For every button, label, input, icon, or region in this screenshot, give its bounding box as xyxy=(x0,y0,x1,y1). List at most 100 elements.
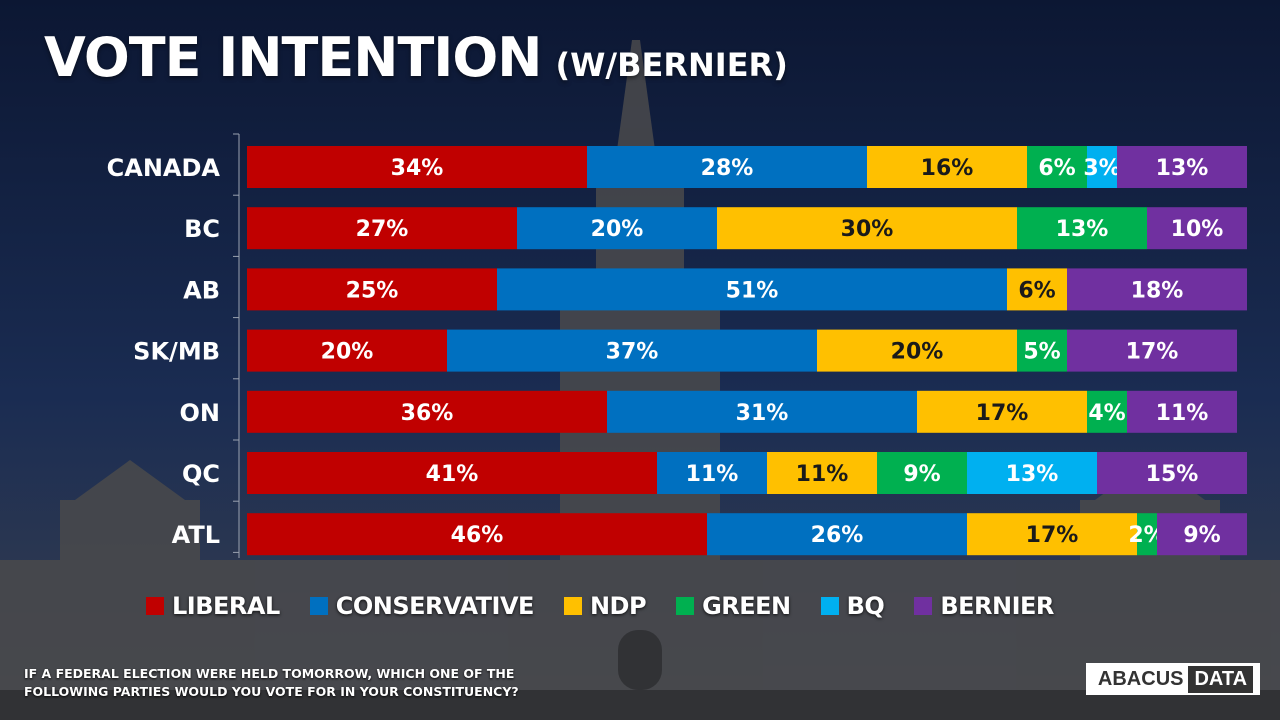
data-label: 6% xyxy=(1038,156,1075,181)
legend-swatch xyxy=(676,597,695,615)
data-label: 17% xyxy=(1026,523,1079,548)
bar-segment-liberal xyxy=(247,207,517,250)
data-label: 5% xyxy=(1023,340,1060,365)
bar-segment-ndp xyxy=(817,329,1017,372)
legend-item-green: GREEN xyxy=(676,592,791,620)
legend-item-liberal: LIBERAL xyxy=(146,592,280,620)
category-label: SK/MB xyxy=(133,338,220,366)
data-label: 13% xyxy=(1056,217,1109,242)
bar-segment-liberal xyxy=(247,268,497,311)
bar-segment-conservative xyxy=(657,452,767,494)
bar-segment-conservative xyxy=(497,268,1007,311)
legend-label: LIBERAL xyxy=(172,592,280,620)
bar-segment-ndp xyxy=(867,146,1027,188)
bar-segment-liberal xyxy=(247,329,447,372)
data-label: 26% xyxy=(811,523,864,548)
data-label: 41% xyxy=(426,462,479,487)
data-label: 11% xyxy=(796,462,849,487)
abacus-data-logo: ABACUS DATA xyxy=(1086,663,1260,695)
category-label: QC xyxy=(182,460,220,488)
data-label: 20% xyxy=(321,340,374,365)
bar-segment-conservative xyxy=(607,390,917,433)
legend: LIBERAL CONSERVATIVE NDP GREEN BQ BERNIER xyxy=(146,588,1084,624)
legend-label: CONSERVATIVE xyxy=(335,592,535,620)
bar-segment-green xyxy=(877,452,967,494)
data-label: 4% xyxy=(1088,401,1125,426)
bar-segment-ndp xyxy=(717,207,1017,250)
data-label: 31% xyxy=(736,401,789,426)
data-label: 9% xyxy=(903,462,940,487)
data-label: 20% xyxy=(591,217,644,242)
legend-label: GREEN xyxy=(702,592,791,620)
data-label: 20% xyxy=(891,340,944,365)
bar-segment-liberal xyxy=(247,513,707,556)
bar-segment-ndp xyxy=(767,452,877,494)
bar-segment-green xyxy=(1017,207,1147,250)
bar-segment-ndp xyxy=(917,390,1087,433)
legend-item-bq: BQ xyxy=(820,592,885,620)
legend-swatch xyxy=(309,597,328,615)
logo-word-1: ABACUS xyxy=(1097,667,1184,690)
data-label: 51% xyxy=(726,278,779,303)
data-label: 30% xyxy=(841,217,894,242)
category-label: AB xyxy=(183,276,220,304)
bar-segment-green xyxy=(1027,146,1087,188)
data-label: 13% xyxy=(1156,156,1209,181)
bar-segment-bernier xyxy=(1117,146,1247,188)
data-label: 6% xyxy=(1018,278,1055,303)
data-label: 36% xyxy=(401,401,454,426)
data-label: 13% xyxy=(1006,462,1059,487)
legend-swatch xyxy=(914,597,933,615)
bar-segment-bernier xyxy=(1127,390,1237,433)
bar-segment-liberal xyxy=(247,146,587,188)
legend-label: BERNIER xyxy=(940,592,1054,620)
data-label: 9% xyxy=(1183,523,1220,548)
logo-word-2: DATA xyxy=(1188,665,1254,693)
legend-label: BQ xyxy=(846,592,885,620)
data-label: 28% xyxy=(701,156,754,181)
data-label: 10% xyxy=(1171,217,1224,242)
data-label: 3% xyxy=(1083,156,1120,181)
bar-segment-conservative xyxy=(707,513,967,556)
category-label: CANADA xyxy=(107,154,221,182)
data-label: 16% xyxy=(921,156,974,181)
data-label: 17% xyxy=(1126,340,1179,365)
chart-subtitle: (W/BERNIER) xyxy=(555,46,788,84)
data-label: 18% xyxy=(1131,278,1184,303)
legend-swatch xyxy=(820,597,839,615)
data-label: 15% xyxy=(1146,462,1199,487)
chart-title: VOTE INTENTION (W/BERNIER) xyxy=(44,26,788,89)
data-label: 37% xyxy=(606,340,659,365)
data-label: 46% xyxy=(451,523,504,548)
bar-segment-bq xyxy=(1087,146,1117,188)
bar-segment-bernier xyxy=(1147,207,1247,250)
legend-item-conservative: CONSERVATIVE xyxy=(309,592,535,620)
category-label: BC xyxy=(184,215,220,243)
data-label: 11% xyxy=(686,462,739,487)
legend-swatch xyxy=(563,597,582,615)
bar-segment-bernier xyxy=(1067,268,1247,311)
bar-segment-ndp xyxy=(1007,268,1067,311)
bar-segment-ndp xyxy=(967,513,1137,556)
bar-segment-green xyxy=(1087,390,1127,433)
bar-segment-conservative xyxy=(517,207,717,250)
bar-segment-bernier xyxy=(1097,452,1247,494)
bar-segment-conservative xyxy=(447,329,817,372)
legend-item-bernier: BERNIER xyxy=(914,592,1054,620)
bar-segment-bq xyxy=(967,452,1097,494)
stacked-bar-chart: CANADA 34% 28% 16% 6% 3% 13% BC 27% 20% 30% 13% 10% A… xyxy=(107,133,1247,558)
category-label: ATL xyxy=(172,521,220,549)
bar-segment-green xyxy=(1017,329,1067,372)
legend-label: NDP xyxy=(589,592,647,620)
legend-swatch xyxy=(146,597,164,615)
category-label: ON xyxy=(180,399,221,427)
survey-question-footnote: IF A FEDERAL ELECTION WERE HELD TOMORROW… xyxy=(24,666,519,699)
data-label: 17% xyxy=(976,401,1029,426)
bar-segment-liberal xyxy=(247,452,657,494)
bar-segment-conservative xyxy=(587,146,867,188)
legend-item-ndp: NDP xyxy=(563,592,647,620)
bar-segment-bernier xyxy=(1067,329,1237,372)
data-label: 25% xyxy=(346,278,399,303)
bar-segment-bernier xyxy=(1157,513,1247,556)
bar-segment-green xyxy=(1137,513,1157,556)
